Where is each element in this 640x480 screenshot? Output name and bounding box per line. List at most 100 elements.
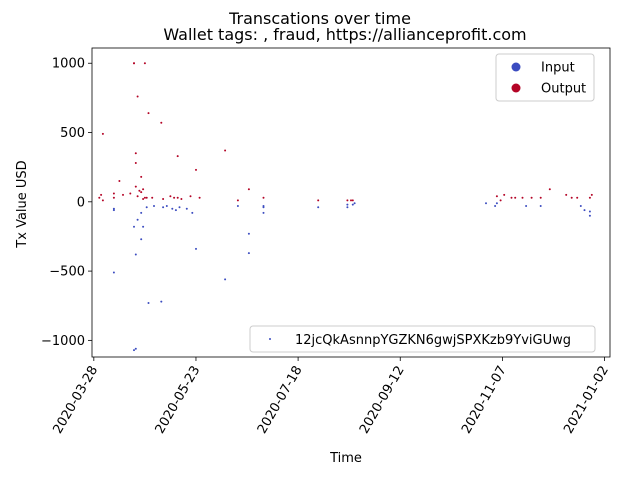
output-point: [112, 192, 115, 195]
address-legend-label: 12jcQkAsnnpYGZKN6gwjSPXKzb9YviGUwg: [295, 333, 571, 348]
input-point: [247, 252, 250, 255]
output-point: [521, 196, 524, 199]
legend-address: 12jcQkAsnnpYGZKN6gwjSPXKzb9YviGUwg: [249, 325, 596, 353]
input-point: [145, 206, 148, 209]
output-point: [151, 196, 154, 199]
output-point: [247, 188, 250, 191]
input-point: [133, 225, 135, 228]
input-point: [191, 211, 194, 214]
output-point: [539, 196, 542, 199]
x-axis-label: Time: [329, 451, 362, 466]
output-point: [162, 198, 165, 200]
output-point: [160, 121, 163, 124]
output-point: [143, 196, 146, 199]
input-point: [162, 206, 165, 209]
plot-frame: [91, 47, 611, 358]
input-point: [525, 205, 528, 207]
input-point: [147, 302, 150, 304]
output-point: [118, 180, 121, 182]
output-point: [100, 193, 103, 196]
legend-label-output: Output: [541, 82, 586, 97]
input-point: [588, 210, 591, 213]
output-point: [198, 196, 201, 199]
y-tick-label: 0: [77, 195, 85, 210]
input-point: [142, 225, 145, 228]
output-point: [189, 195, 192, 198]
output-point: [576, 196, 579, 199]
series-output: [98, 62, 593, 202]
output-point: [101, 199, 104, 202]
input-point: [134, 253, 137, 256]
output-point: [176, 155, 179, 158]
input-point: [247, 232, 250, 235]
series-input: [112, 202, 591, 352]
y-tick-label: 500: [60, 126, 85, 141]
input-point: [165, 205, 168, 207]
x-tick-label: 2020-05-23: [153, 364, 204, 437]
x-tick-label: 2020-07-18: [255, 364, 306, 437]
legend-label-input: Input: [541, 61, 575, 76]
output-point: [129, 192, 132, 195]
output-point: [195, 168, 197, 171]
output-point: [180, 198, 183, 200]
output-point: [134, 152, 137, 155]
output-point: [140, 191, 143, 194]
output-point: [143, 62, 146, 65]
output-point: [173, 196, 176, 199]
output-point: [140, 175, 143, 178]
input-point: [346, 203, 349, 206]
chart-title: Transcations over time: [228, 9, 411, 28]
legend-marker-output: [511, 83, 521, 93]
output-point: [548, 188, 551, 191]
output-point: [224, 149, 227, 152]
output-point: [351, 199, 354, 202]
output-point: [495, 195, 498, 198]
input-point: [112, 209, 115, 212]
input-point: [174, 209, 177, 212]
legend-series: Input Output: [495, 53, 595, 102]
input-point: [236, 205, 239, 207]
input-point: [171, 207, 174, 210]
input-point: [539, 205, 542, 207]
input-point: [195, 247, 197, 250]
output-point: [147, 112, 150, 115]
x-tick-label: 2020-09-12: [357, 364, 408, 437]
y-tick-label: 1000: [52, 57, 85, 72]
y-axis-label: Tx Value USD: [15, 160, 30, 248]
input-point: [262, 211, 265, 214]
input-point: [494, 205, 497, 207]
address-legend-box: [249, 325, 596, 353]
input-point: [583, 209, 586, 212]
output-point: [169, 195, 172, 198]
input-point: [153, 205, 155, 207]
output-point: [588, 196, 591, 199]
output-point: [346, 199, 349, 202]
output-point: [98, 196, 101, 199]
output-point: [262, 196, 265, 199]
output-point: [570, 196, 573, 199]
output-point: [176, 196, 179, 199]
input-point: [112, 207, 115, 210]
output-point: [499, 199, 502, 202]
output-point: [136, 95, 139, 98]
input-point: [136, 218, 139, 221]
x-tick-label: 2020-03-28: [51, 364, 102, 437]
input-point: [588, 214, 591, 217]
input-point: [485, 202, 487, 205]
output-point: [236, 199, 239, 202]
x-tick-label: 2021-01-02: [561, 364, 612, 437]
output-point: [134, 185, 137, 188]
legend: Input Output 12jcQkAsnnpYGZKN6gwjSPXKzb9Yv…: [249, 53, 596, 353]
output-point: [530, 196, 533, 199]
input-point: [579, 205, 582, 207]
output-point: [590, 193, 593, 196]
output-point: [134, 162, 137, 164]
output-point: [122, 193, 124, 196]
output-point: [136, 195, 139, 198]
input-point: [262, 206, 265, 209]
input-point: [134, 347, 137, 350]
input-point: [178, 206, 181, 209]
x-tick-label: 2020-11-07: [459, 364, 510, 437]
